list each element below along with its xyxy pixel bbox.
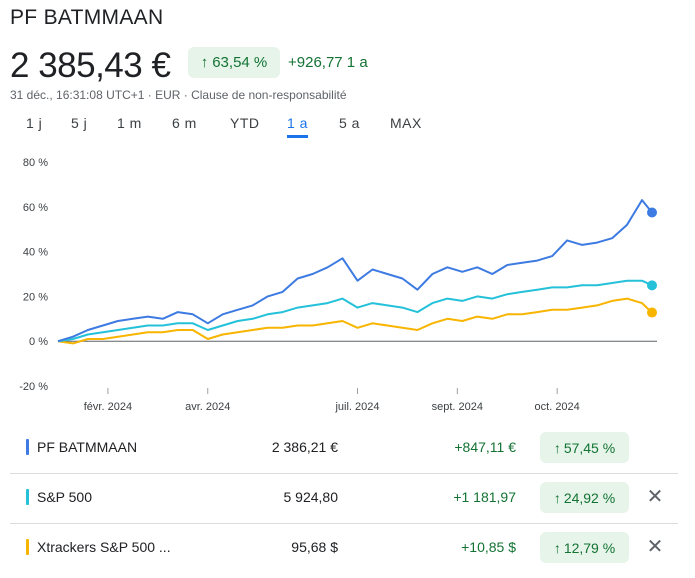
series-endpoint-portfolio: [647, 207, 658, 218]
series-endpoint-xtrackers: [647, 307, 658, 318]
change-percent-badge: ↑ 63,54 %: [188, 47, 280, 78]
series-color-bar: [26, 539, 29, 555]
row-divider: [10, 473, 678, 474]
portfolio-title: PF BATMMAAN: [10, 6, 164, 29]
series-color-bar: [26, 489, 29, 505]
arrow-up-icon: ↑: [553, 439, 561, 456]
change-percent-value: 63,54 %: [212, 54, 268, 71]
comparison-row-sp500[interactable]: S&P 500 5 924,80 +1 181,97 ↑ 24,92 % ✕: [10, 474, 678, 524]
row-change-percent-badge: ↑ 12,79 %: [540, 532, 629, 563]
row-change-percent-badge: ↑ 57,45 %: [540, 432, 629, 463]
row-value: 95,68 $: [291, 539, 338, 555]
row-name: Xtrackers S&P 500 ...: [37, 539, 171, 555]
row-change-percent: 12,79 %: [563, 539, 616, 556]
row-change-absolute: +847,11 €: [454, 439, 516, 455]
price-meta: 31 déc., 16:31:08 UTC+1 · EUR · Clause d…: [10, 88, 347, 102]
portfolio-price: 2 385,43 €: [10, 46, 171, 85]
remove-comparison-icon[interactable]: ✕: [646, 486, 664, 508]
x-tick-label: févr. 2024: [84, 401, 132, 413]
y-tick-label: -20 %: [19, 381, 48, 393]
tab-max[interactable]: MAX: [390, 115, 422, 131]
comparison-row-portfolio[interactable]: PF BATMMAAN 2 386,21 € +847,11 € ↑ 57,45…: [10, 424, 678, 474]
x-tick-label: sept. 2024: [432, 401, 483, 413]
arrow-up-icon: ↑: [553, 489, 561, 506]
series-line-xtrackers: [57, 297, 653, 345]
tab-1-year[interactable]: 1 a: [287, 115, 308, 138]
x-tick-label: juil. 2024: [334, 401, 379, 413]
series-line-portfolio: [57, 199, 653, 343]
tab-1-month[interactable]: 1 m: [117, 115, 142, 131]
series-line-sp500: [57, 279, 653, 343]
change-absolute: +926,77 1 a: [288, 54, 368, 71]
row-name: S&P 500: [37, 489, 93, 505]
tab-1-day[interactable]: 1 j: [26, 115, 43, 131]
x-tick-label: oct. 2024: [535, 401, 580, 413]
series-endpoint-sp500: [647, 280, 658, 291]
tab-ytd[interactable]: YTD: [230, 115, 260, 131]
y-tick-label: 80 %: [23, 157, 48, 169]
x-tick-label: avr. 2024: [185, 401, 230, 413]
y-tick-label: 40 %: [23, 247, 48, 259]
row-value: 2 386,21 €: [271, 439, 338, 455]
remove-comparison-icon[interactable]: ✕: [646, 536, 664, 558]
row-change-absolute: +1 181,97: [453, 489, 516, 505]
y-tick-label: 0 %: [29, 336, 48, 348]
row-name: PF BATMMAAN: [37, 439, 138, 455]
arrow-up-icon: ↑: [200, 54, 209, 71]
series-color-bar: [26, 439, 29, 455]
tab-6-months[interactable]: 6 m: [172, 115, 197, 131]
tab-5-years[interactable]: 5 a: [339, 115, 360, 131]
row-change-percent: 24,92 %: [563, 489, 616, 506]
tab-5-days[interactable]: 5 j: [71, 115, 88, 131]
performance-chart[interactable]: 80 % 60 % 40 % 20 % 0 % -20 % févr. 2024 avr. 2…: [0, 148, 695, 418]
arrow-up-icon: ↑: [553, 539, 561, 556]
row-change-percent: 57,45 %: [563, 439, 616, 456]
row-divider: [10, 523, 678, 524]
y-tick-label: 60 %: [23, 202, 48, 214]
row-value: 5 924,80: [283, 489, 339, 505]
row-change-percent-badge: ↑ 24,92 %: [540, 482, 629, 513]
y-tick-label: 20 %: [23, 291, 48, 303]
row-change-absolute: +10,85 $: [461, 539, 516, 555]
comparison-row-xtrackers[interactable]: Xtrackers S&P 500 ... 95,68 $ +10,85 $ ↑…: [10, 524, 678, 574]
